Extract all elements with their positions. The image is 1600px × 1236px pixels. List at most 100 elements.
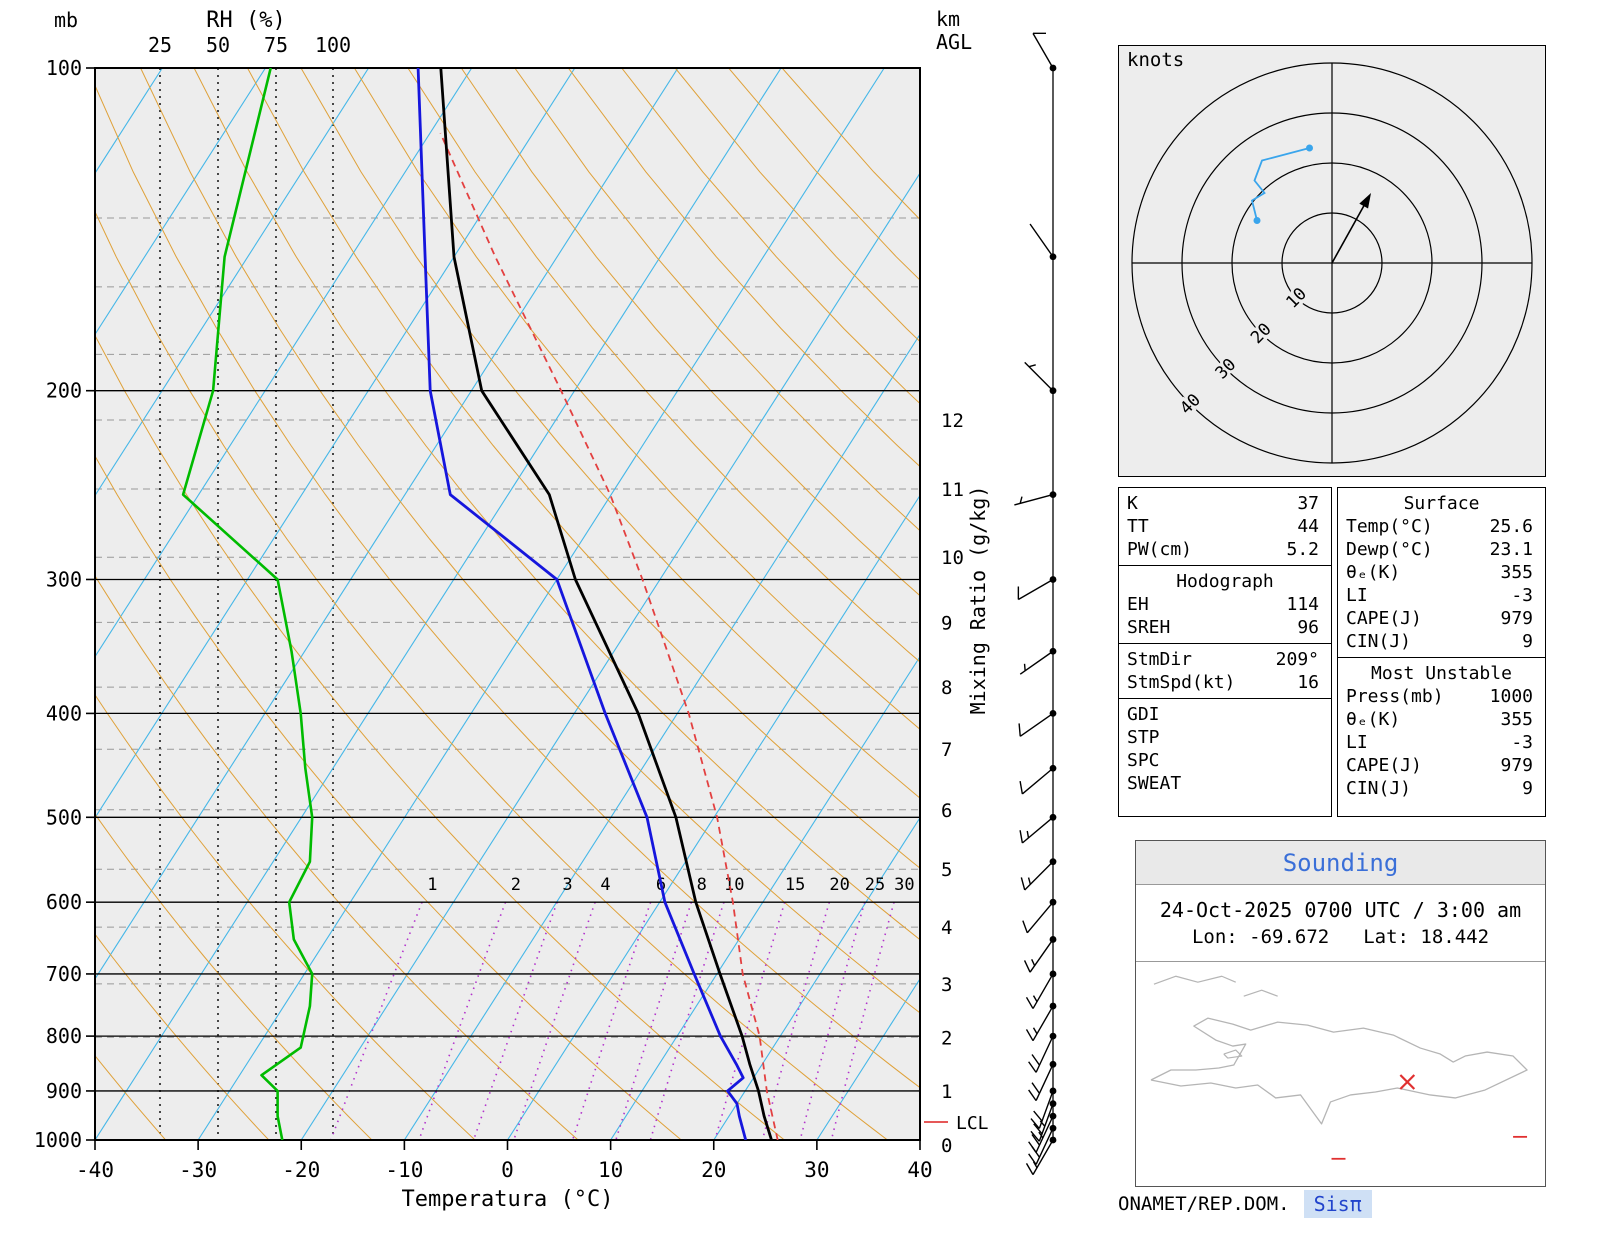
svg-text:10: 10 <box>1282 284 1311 313</box>
stat-value: 23.1 <box>1489 539 1533 560</box>
stat-row: CIN(J) 9 <box>1338 777 1545 800</box>
stat-label: Temp(°C) <box>1346 516 1433 537</box>
hodograph-units-label: knots <box>1127 49 1185 71</box>
stat-value: 5.2 <box>1286 539 1319 560</box>
agency-label: ONAMET/REP.DOM. <box>1118 1193 1290 1215</box>
rh-curve <box>181 68 314 1140</box>
extra-indices-section: GDI STP SPC SWEAT <box>1119 699 1331 799</box>
svg-text:-40: -40 <box>76 1158 114 1182</box>
stat-label: StmDir <box>1127 649 1193 670</box>
stat-row: Press(mb) 1000 <box>1338 685 1545 708</box>
stat-row: LI -3 <box>1338 731 1545 754</box>
section-header: Most Unstable <box>1371 663 1512 684</box>
svg-text:500: 500 <box>46 805 82 829</box>
km-gridlines <box>95 217 920 1092</box>
svg-text:20: 20 <box>829 875 849 895</box>
temp-axis-title: Temperatura (°C) <box>402 1187 614 1212</box>
storm-motion-vector <box>1331 201 1367 264</box>
pressure-unit-label: mb <box>54 8 78 32</box>
svg-text:4: 4 <box>600 875 610 895</box>
product-badge: Sisπ <box>1303 1190 1372 1218</box>
stat-value: -3 <box>1511 585 1533 606</box>
svg-text:25: 25 <box>865 875 885 895</box>
stat-label: θₑ(K) <box>1346 709 1401 730</box>
sounding-datetime: 24-Oct-2025 0700 UTC / 3:00 am <box>1159 898 1522 922</box>
stat-label: SREH <box>1127 617 1171 638</box>
svg-text:5: 5 <box>941 859 952 881</box>
svg-text:200: 200 <box>46 379 82 403</box>
storm-motion-arrowhead <box>1359 193 1371 209</box>
svg-text:3: 3 <box>562 875 572 895</box>
stat-row: θₑ(K) 355 <box>1338 708 1545 731</box>
svg-text:8: 8 <box>697 875 707 895</box>
svg-text:30: 30 <box>804 1158 829 1182</box>
svg-text:1: 1 <box>941 1081 952 1103</box>
svg-text:30: 30 <box>1212 355 1241 384</box>
svg-text:75: 75 <box>264 33 288 57</box>
svg-text:10: 10 <box>941 547 964 569</box>
stat-label: Dewp(°C) <box>1346 539 1433 560</box>
svg-text:-20: -20 <box>282 1158 320 1182</box>
svg-text:9: 9 <box>941 612 952 634</box>
svg-text:40: 40 <box>907 1158 932 1182</box>
svg-text:400: 400 <box>46 701 82 725</box>
stat-label: TT <box>1127 516 1149 537</box>
stat-label: LI <box>1346 585 1368 606</box>
stat-row: θₑ(K) 355 <box>1338 561 1545 584</box>
sounding-info: 24-Oct-2025 0700 UTC / 3:00 am Lon: -69.… <box>1136 885 1545 962</box>
stat-value: 96 <box>1297 617 1319 638</box>
stat-value: -3 <box>1511 732 1533 753</box>
stat-row: SPC <box>1119 749 1331 772</box>
svg-text:100: 100 <box>315 33 351 57</box>
svg-text:700: 700 <box>46 962 82 986</box>
stat-row: GDI <box>1119 703 1331 726</box>
stat-value: 979 <box>1500 608 1533 629</box>
stat-label: CAPE(J) <box>1346 755 1422 776</box>
svg-text:0: 0 <box>941 1135 952 1157</box>
plot-background <box>95 68 920 1140</box>
stat-label: SPC <box>1127 750 1160 771</box>
dewpoint-curve <box>416 68 748 1140</box>
dry-adiabats <box>95 68 920 1140</box>
most-unstable-section: Most Unstable Press(mb) 1000 θₑ(K) 355 LI -… <box>1338 658 1545 804</box>
svg-text:800: 800 <box>46 1024 82 1048</box>
stat-row: K 37 <box>1119 492 1331 515</box>
stat-label: SWEAT <box>1127 773 1182 794</box>
stat-value: 114 <box>1286 594 1319 615</box>
stat-row: LI -3 <box>1338 584 1545 607</box>
sounding-panel-title: Sounding <box>1136 841 1545 885</box>
stat-row: CIN(J) 9 <box>1338 630 1545 653</box>
stat-row: CAPE(J) 979 <box>1338 607 1545 630</box>
sounding-lat: Lat: 18.442 <box>1363 926 1490 948</box>
stat-label: CIN(J) <box>1346 631 1412 652</box>
svg-text:4: 4 <box>941 917 952 939</box>
svg-text:20: 20 <box>701 1158 726 1182</box>
wind-barb-column <box>1014 32 1057 1175</box>
svg-text:AGL: AGL <box>936 30 972 54</box>
stat-label: K <box>1127 493 1138 514</box>
svg-text:50: 50 <box>206 33 230 57</box>
svg-text:-30: -30 <box>179 1158 217 1182</box>
stat-row: Temp(°C) 25.6 <box>1338 515 1545 538</box>
svg-text:100: 100 <box>46 56 82 80</box>
indices-table: K 37 TT 44 PW(cm) 5.2 Hodograph EH 114 SREH 9… <box>1118 487 1332 817</box>
stat-value: 37 <box>1297 493 1319 514</box>
stat-value: 355 <box>1500 562 1533 583</box>
stat-value: 9 <box>1522 631 1533 652</box>
stat-row: Dewp(°C) 23.1 <box>1338 538 1545 561</box>
parcel-curve <box>439 132 779 1140</box>
svg-text:600: 600 <box>46 890 82 914</box>
stat-label: PW(cm) <box>1127 539 1193 560</box>
mixing-ratio-lines: 1 2 3 4 6 8 10 15 20 25 30 <box>330 875 915 1140</box>
svg-text:12: 12 <box>941 410 964 432</box>
svg-text:300: 300 <box>46 567 82 591</box>
svg-text:0: 0 <box>501 1158 514 1182</box>
svg-text:20: 20 <box>1247 319 1276 348</box>
stat-row: SREH 96 <box>1119 616 1331 639</box>
svg-text:2: 2 <box>941 1027 952 1049</box>
stat-row: TT 44 <box>1119 515 1331 538</box>
stat-value: 44 <box>1297 516 1319 537</box>
footer: ONAMET/REP.DOM. Sisπ <box>1118 1190 1546 1218</box>
